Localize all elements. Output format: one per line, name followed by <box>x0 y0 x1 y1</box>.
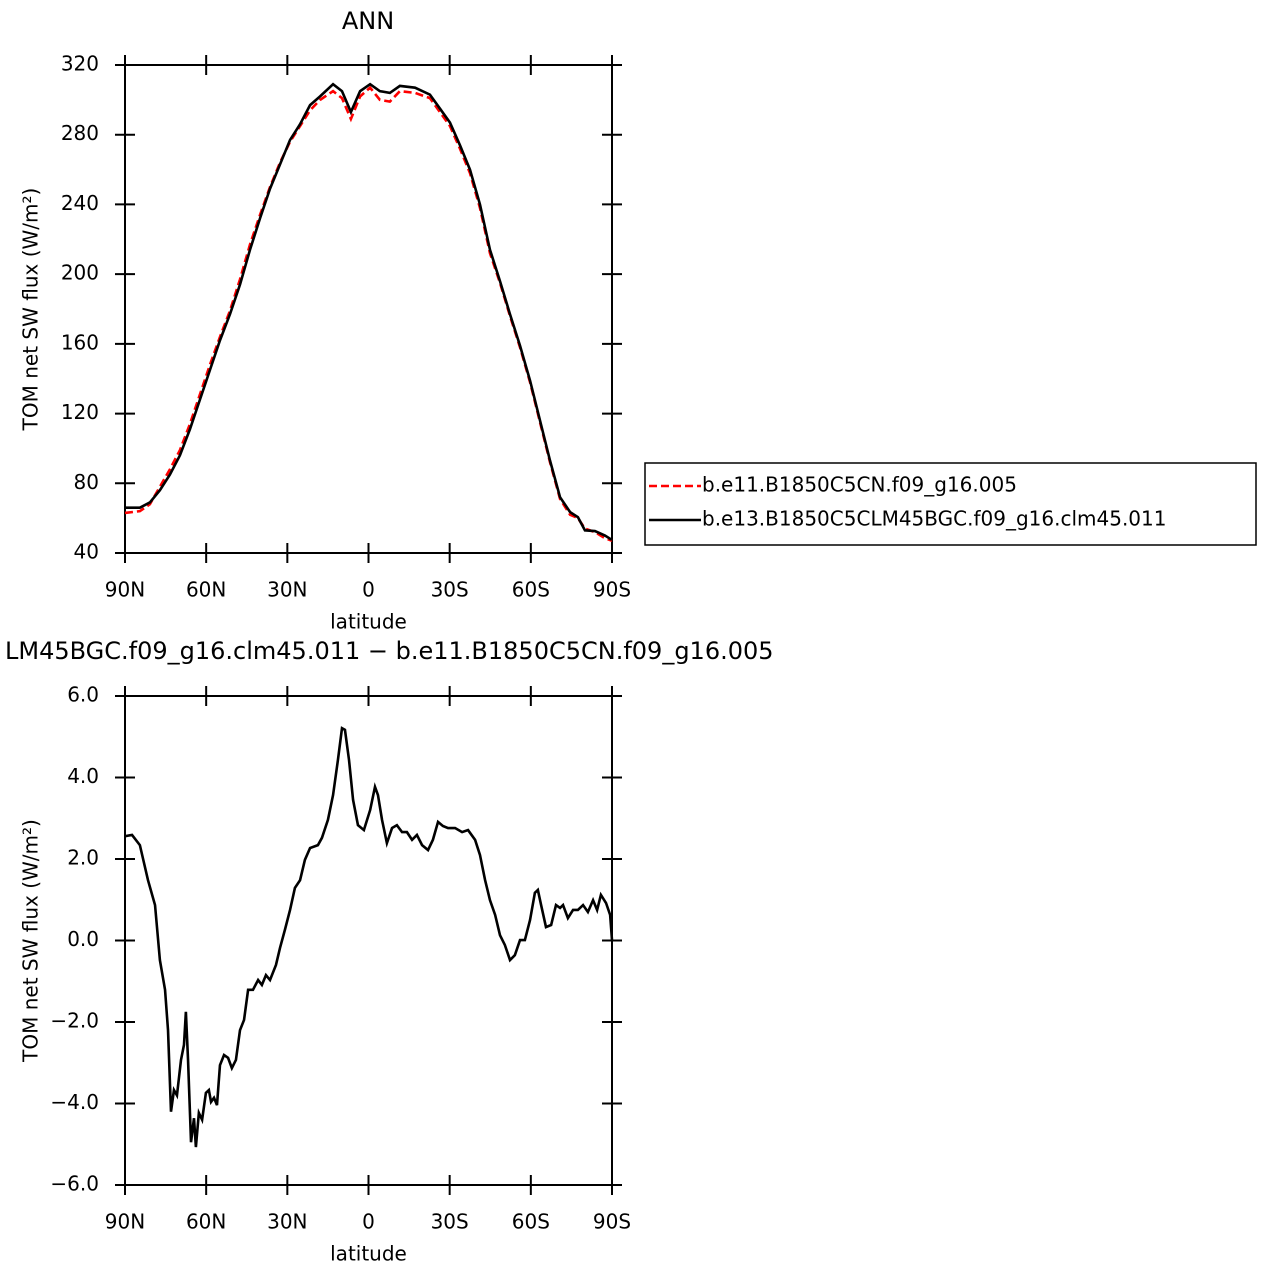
series-line <box>124 726 614 1148</box>
x-tick-label: 30S <box>431 1210 469 1234</box>
series-line <box>124 85 613 543</box>
y-tick-label: 80 <box>74 470 99 494</box>
y-tick-label: 200 <box>61 261 99 285</box>
x-tick-label: 0 <box>362 1210 375 1234</box>
y-tick-label: 120 <box>61 400 99 424</box>
y-tick-label: 160 <box>61 330 99 354</box>
x-tick-label: 60S <box>512 578 550 602</box>
y-tick-label: −6.0 <box>50 1172 99 1196</box>
y-tick-label: 280 <box>61 121 99 145</box>
x-tick-label: 60N <box>186 1210 226 1234</box>
y-axis-label: TOM net SW flux (W/m²) <box>19 188 43 432</box>
y-tick-label: 2.0 <box>67 846 99 870</box>
x-tick-label: 30N <box>267 1210 307 1234</box>
x-tick-label: 90N <box>105 1210 145 1234</box>
plot-frame <box>124 64 613 554</box>
x-tick-label: 90N <box>105 578 145 602</box>
plot-frame <box>124 695 613 1186</box>
y-tick-label: 0.0 <box>67 927 99 951</box>
x-tick-label: 60S <box>512 1210 550 1234</box>
y-tick-label: −4.0 <box>50 1090 99 1114</box>
legend-label: b.e13.B1850C5CLM45BGC.f09_g16.clm45.011 <box>702 507 1166 531</box>
x-axis-label: latitude <box>330 1242 407 1266</box>
x-tick-label: 90S <box>593 1210 631 1234</box>
y-tick-label: −2.0 <box>50 1009 99 1033</box>
x-tick-label: 90S <box>593 578 631 602</box>
legend-box <box>644 462 1257 546</box>
chart-title: ANN <box>342 7 394 35</box>
x-tick-label: 60N <box>186 578 226 602</box>
x-tick-label: 30N <box>267 578 307 602</box>
y-tick-label: 4.0 <box>67 764 99 788</box>
x-tick-label: 0 <box>362 578 375 602</box>
y-tick-label: 40 <box>74 540 99 564</box>
x-axis-label: latitude <box>330 610 407 634</box>
y-axis-label: TOM net SW flux (W/m²) <box>19 819 43 1063</box>
y-tick-label: 320 <box>61 52 99 76</box>
chart-title: LM45BGC.f09_g16.clm45.011 − b.e11.B1850C… <box>5 637 774 665</box>
series-line <box>125 82 613 542</box>
x-tick-label: 30S <box>431 578 469 602</box>
legend-label: b.e11.B1850C5CN.f09_g16.005 <box>702 473 1017 497</box>
y-tick-label: 6.0 <box>67 683 99 707</box>
y-tick-label: 240 <box>61 191 99 215</box>
